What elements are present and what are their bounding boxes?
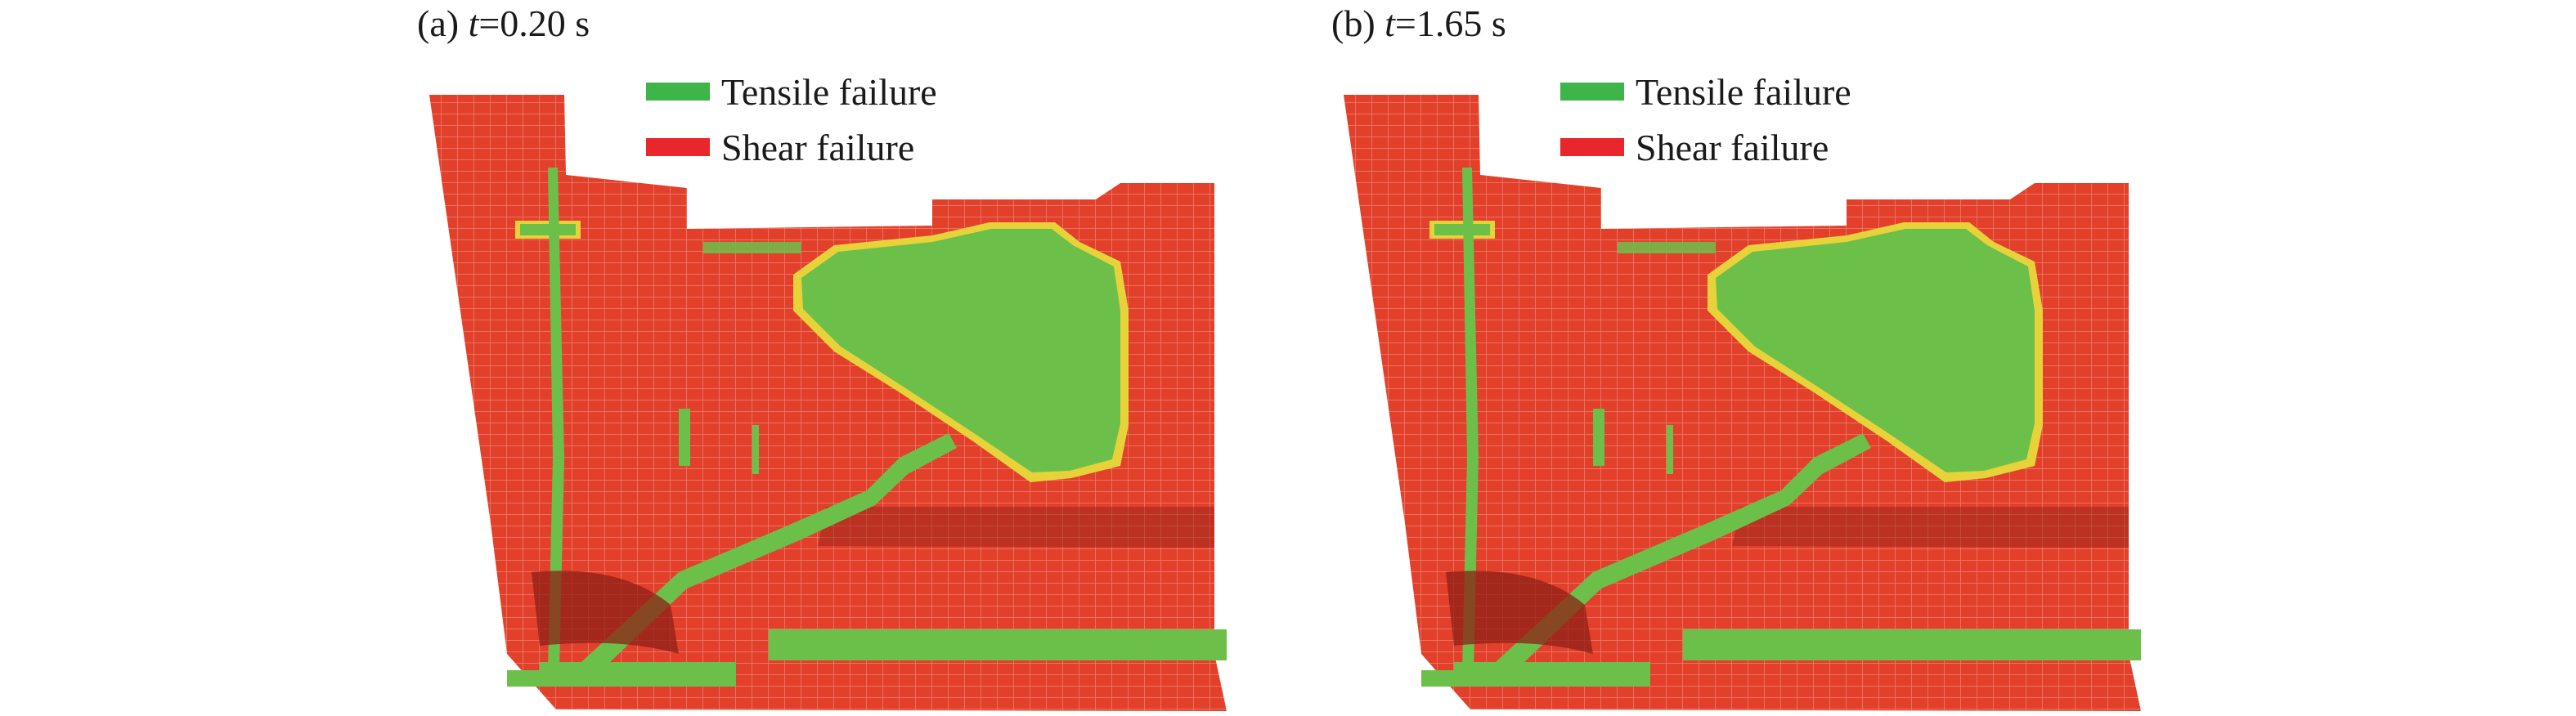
panel-a-label: (a) (417, 2, 469, 44)
panel-a-caption: (a) t=0.20 s (417, 2, 590, 45)
panel-a-tensile-swatch (646, 83, 710, 101)
panel-a-dark-arc (532, 571, 679, 654)
panel-b-legend: Tensile failure Shear failure (1560, 64, 1851, 175)
panel-b-time-symbol: t (1384, 2, 1395, 44)
panel-a-tensile-region (801, 229, 1120, 472)
panel-a-failure-map (429, 95, 1227, 711)
panel-a-fracture-band (769, 629, 1227, 660)
panel-b-legend-tensile: Tensile failure (1560, 64, 1851, 119)
panel-a: (a) t=0.20 s (409, 0, 1276, 716)
panel-a-shear-swatch (646, 138, 710, 156)
panel-b-fracture-1 (1462, 168, 1479, 670)
panel-b-time-value: =1.65 s (1394, 2, 1506, 44)
panel-a-legend-tensile: Tensile failure (646, 64, 937, 119)
panel-b-tensile-label: Tensile failure (1636, 70, 1851, 113)
panel-b: (b) t=1.65 s Tensile failure Shear (1323, 0, 2190, 716)
panel-b-caption: (b) t=1.65 s (1331, 2, 1506, 45)
panel-b-shear-swatch (1560, 138, 1624, 156)
panel-b-tensile-swatch (1560, 83, 1624, 101)
panel-b-fracture-band (1683, 629, 2141, 660)
panel-b-shear-label: Shear failure (1636, 126, 1829, 168)
panel-a-legend-shear: Shear failure (646, 119, 937, 175)
panel-a-fracture-2 (572, 433, 957, 682)
panel-b-legend-shear: Shear failure (1560, 119, 1851, 175)
panel-a-legend: Tensile failure Shear failure (646, 64, 937, 175)
panel-a-time-symbol: t (468, 2, 479, 44)
panel-b-fracture-2 (1487, 433, 1871, 682)
panel-b-dark-arc (1446, 571, 1593, 654)
panel-b-failure-map (1344, 95, 2141, 711)
panel-a-shear-label: Shear failure (721, 126, 915, 168)
panel-a-time-value: =0.20 s (478, 2, 590, 44)
panel-b-label: (b) (1331, 2, 1385, 44)
panel-b-tensile-region (1716, 229, 2035, 472)
panel-b-dark-band (1732, 507, 2129, 548)
panel-a-fracture-1 (548, 168, 564, 670)
panel-a-tensile-label: Tensile failure (721, 70, 937, 113)
panel-a-dark-band (818, 507, 1214, 548)
